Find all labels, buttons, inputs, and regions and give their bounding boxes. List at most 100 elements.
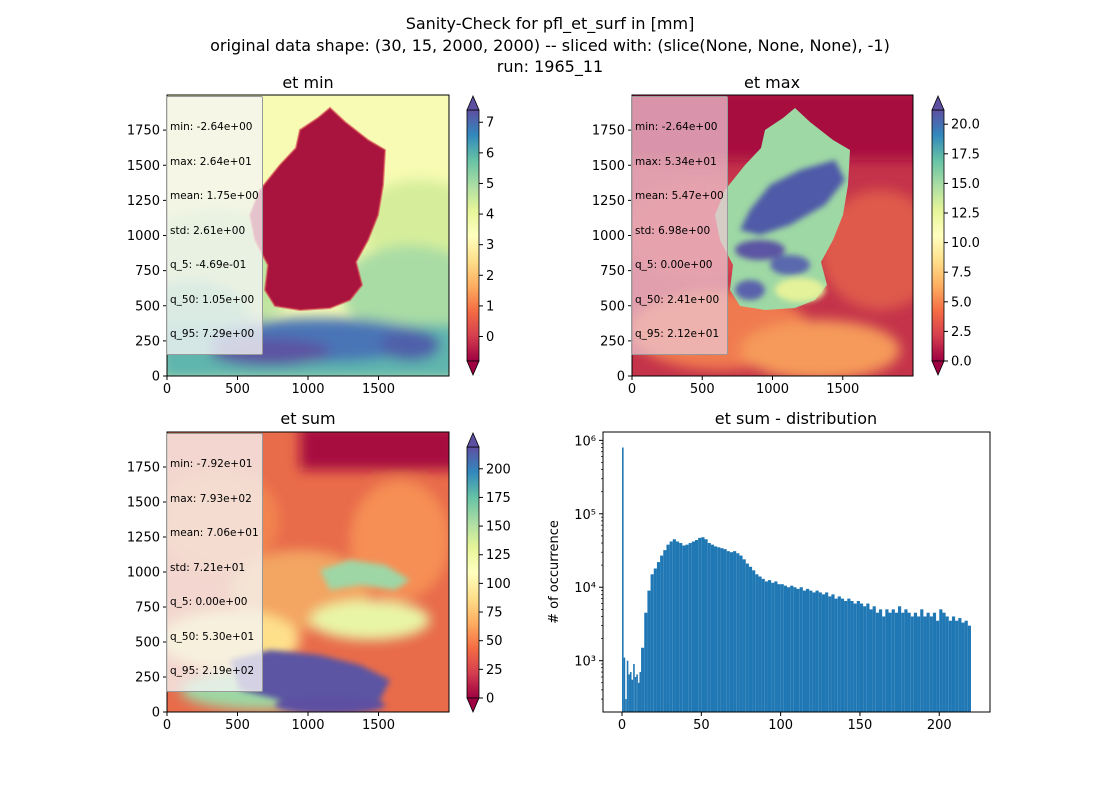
x-tick-label: 0	[163, 382, 171, 397]
colorbar-tick-label: 20.0	[951, 118, 980, 133]
histogram-bar	[850, 600, 854, 712]
histogram-bar	[774, 581, 778, 712]
stat-line: q_50: 1.05e+00	[170, 293, 255, 306]
stat-line: std: 7.21e+01	[170, 561, 246, 574]
histogram-bar	[675, 541, 680, 712]
histogram-bar	[780, 584, 784, 712]
histogram-bar	[704, 539, 708, 712]
histogram-bar	[856, 600, 860, 712]
histogram-bar	[628, 674, 630, 712]
histogram-bar	[660, 555, 664, 712]
x-tick-label: 1000	[291, 382, 324, 397]
colorbar-gradient	[931, 109, 945, 362]
x-tick-label: 200	[927, 718, 952, 733]
histogram-bar	[720, 548, 724, 712]
histogram-bars	[622, 447, 971, 712]
x-tick-label: 1500	[826, 382, 859, 397]
histogram-bar	[834, 598, 838, 712]
histogram-bar	[920, 609, 924, 712]
x-tick-label: 1000	[291, 718, 324, 733]
colorbar-extend-max-arrow	[466, 94, 480, 111]
stat-line: mean: 5.47e+00	[635, 190, 724, 202]
histogram-bar	[691, 541, 695, 712]
colorbar-tick-label: 7.5	[951, 266, 972, 281]
x-tick-label: 1500	[362, 382, 395, 397]
stat-line: q_50: 2.41e+00	[635, 293, 720, 306]
histogram-bar	[939, 609, 943, 712]
histogram-bar	[878, 609, 883, 712]
stat-line: q_50: 5.30e+01	[170, 630, 255, 643]
y-tick-label: 1250	[127, 531, 160, 546]
histogram-title: et sum - distribution	[715, 409, 877, 428]
colorbar-tick-label: 4	[486, 208, 494, 223]
panel-histogram: et sum - distribution 0 50 100 150 200 10³ 10⁴…	[547, 409, 991, 733]
colorbar-extend-min-arrow	[931, 360, 945, 377]
histogram-bar	[948, 620, 952, 712]
x-tick-label: 150	[848, 718, 873, 733]
histogram-bar	[656, 562, 661, 712]
histogram-bar	[847, 598, 851, 712]
histogram-bar	[752, 570, 756, 712]
histogram-bar	[796, 588, 800, 712]
histogram-bar	[942, 612, 946, 712]
y-tick-label: 1750	[127, 461, 160, 476]
colorbar-tick-label: 12.5	[951, 207, 980, 222]
stat-line: std: 2.61e+00	[170, 224, 246, 237]
y-tick-label: 750	[135, 601, 160, 616]
y-tick-label: 1500	[592, 159, 625, 174]
histogram-bar	[955, 620, 959, 712]
histogram-bar	[637, 682, 640, 712]
histogram-bar	[694, 539, 699, 712]
stat-line: min: -2.64e+00	[635, 121, 718, 133]
colorbar-extend-min-arrow	[466, 360, 480, 377]
histogram-bar	[885, 609, 889, 712]
histogram-bar	[913, 612, 918, 712]
histogram-bar	[742, 559, 746, 712]
figure-subtitle-run: run: 1965_11	[496, 57, 604, 76]
colorbar-tick-label: 7	[486, 116, 494, 131]
histogram-bar	[761, 578, 765, 712]
histogram-bar	[786, 587, 791, 712]
histogram-bar	[894, 612, 899, 712]
histogram-bar	[623, 657, 626, 712]
histogram-bar	[809, 590, 813, 712]
colorbar-extend-max-arrow	[931, 94, 945, 111]
histogram-bar	[853, 603, 857, 712]
y-tick-label: 10⁶	[574, 434, 596, 449]
colorbar-tick-label: 0.0	[951, 355, 972, 370]
colorbar-tick-label: 15.0	[951, 177, 980, 192]
histogram-ylabel: # of occurrence	[547, 520, 562, 624]
stat-line: q_5: 0.00e+00	[170, 596, 248, 608]
histogram-bar	[663, 550, 667, 712]
et-min-germany-region	[250, 108, 385, 310]
histogram-bar	[945, 616, 949, 712]
y-tick-label: 1500	[127, 496, 160, 511]
stat-line: min: -7.92e+01	[170, 458, 253, 470]
y-tick-label: 1000	[592, 229, 625, 244]
x-tick-label: 100	[768, 718, 793, 733]
colorbar-tick-label: 200	[486, 462, 511, 477]
y-tick-label: 0	[152, 370, 160, 385]
histogram-bar	[707, 543, 711, 712]
histogram-bar	[910, 616, 914, 712]
x-tick-label: 0	[163, 718, 171, 733]
histogram-bar	[698, 537, 702, 712]
colorbar-extend-max-arrow	[466, 431, 480, 448]
histogram-bar	[679, 543, 683, 712]
y-tick-label: 10³	[574, 655, 596, 670]
histogram-bar	[633, 664, 635, 712]
colorbar-gradient	[466, 109, 480, 362]
colorbar-tick-label: 175	[486, 491, 511, 506]
histogram-bar	[622, 447, 624, 712]
y-tick-label: 250	[600, 334, 625, 349]
stat-line: q_95: 7.29e+00	[170, 328, 255, 340]
histogram-bar	[685, 544, 689, 712]
colorbar-tick-label: 17.5	[951, 147, 980, 162]
histogram-bar	[644, 612, 648, 712]
histogram-bar	[958, 618, 962, 712]
x-tick-label: 1500	[362, 718, 395, 733]
histogram-bar	[714, 546, 718, 712]
histogram-bar	[777, 584, 781, 712]
stat-line: max: 2.64e+01	[170, 155, 252, 168]
panel-et-max-title: et max	[744, 73, 800, 92]
